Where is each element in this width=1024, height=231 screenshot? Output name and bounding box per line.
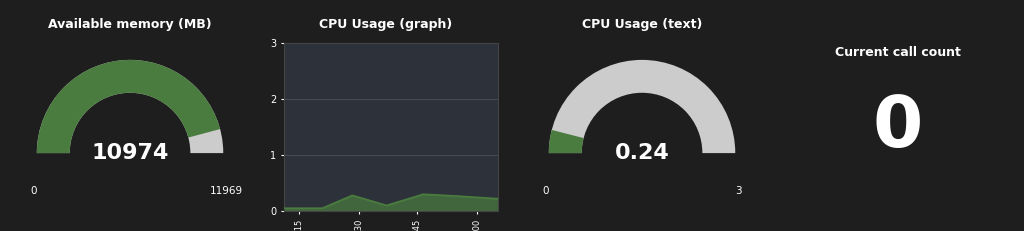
Text: Available memory (MB): Available memory (MB) — [48, 18, 212, 31]
Text: CPU Usage (graph): CPU Usage (graph) — [319, 18, 453, 31]
Text: CPU Usage (text): CPU Usage (text) — [582, 18, 702, 31]
Text: 0: 0 — [872, 93, 924, 162]
Text: Current call count: Current call count — [836, 46, 961, 59]
